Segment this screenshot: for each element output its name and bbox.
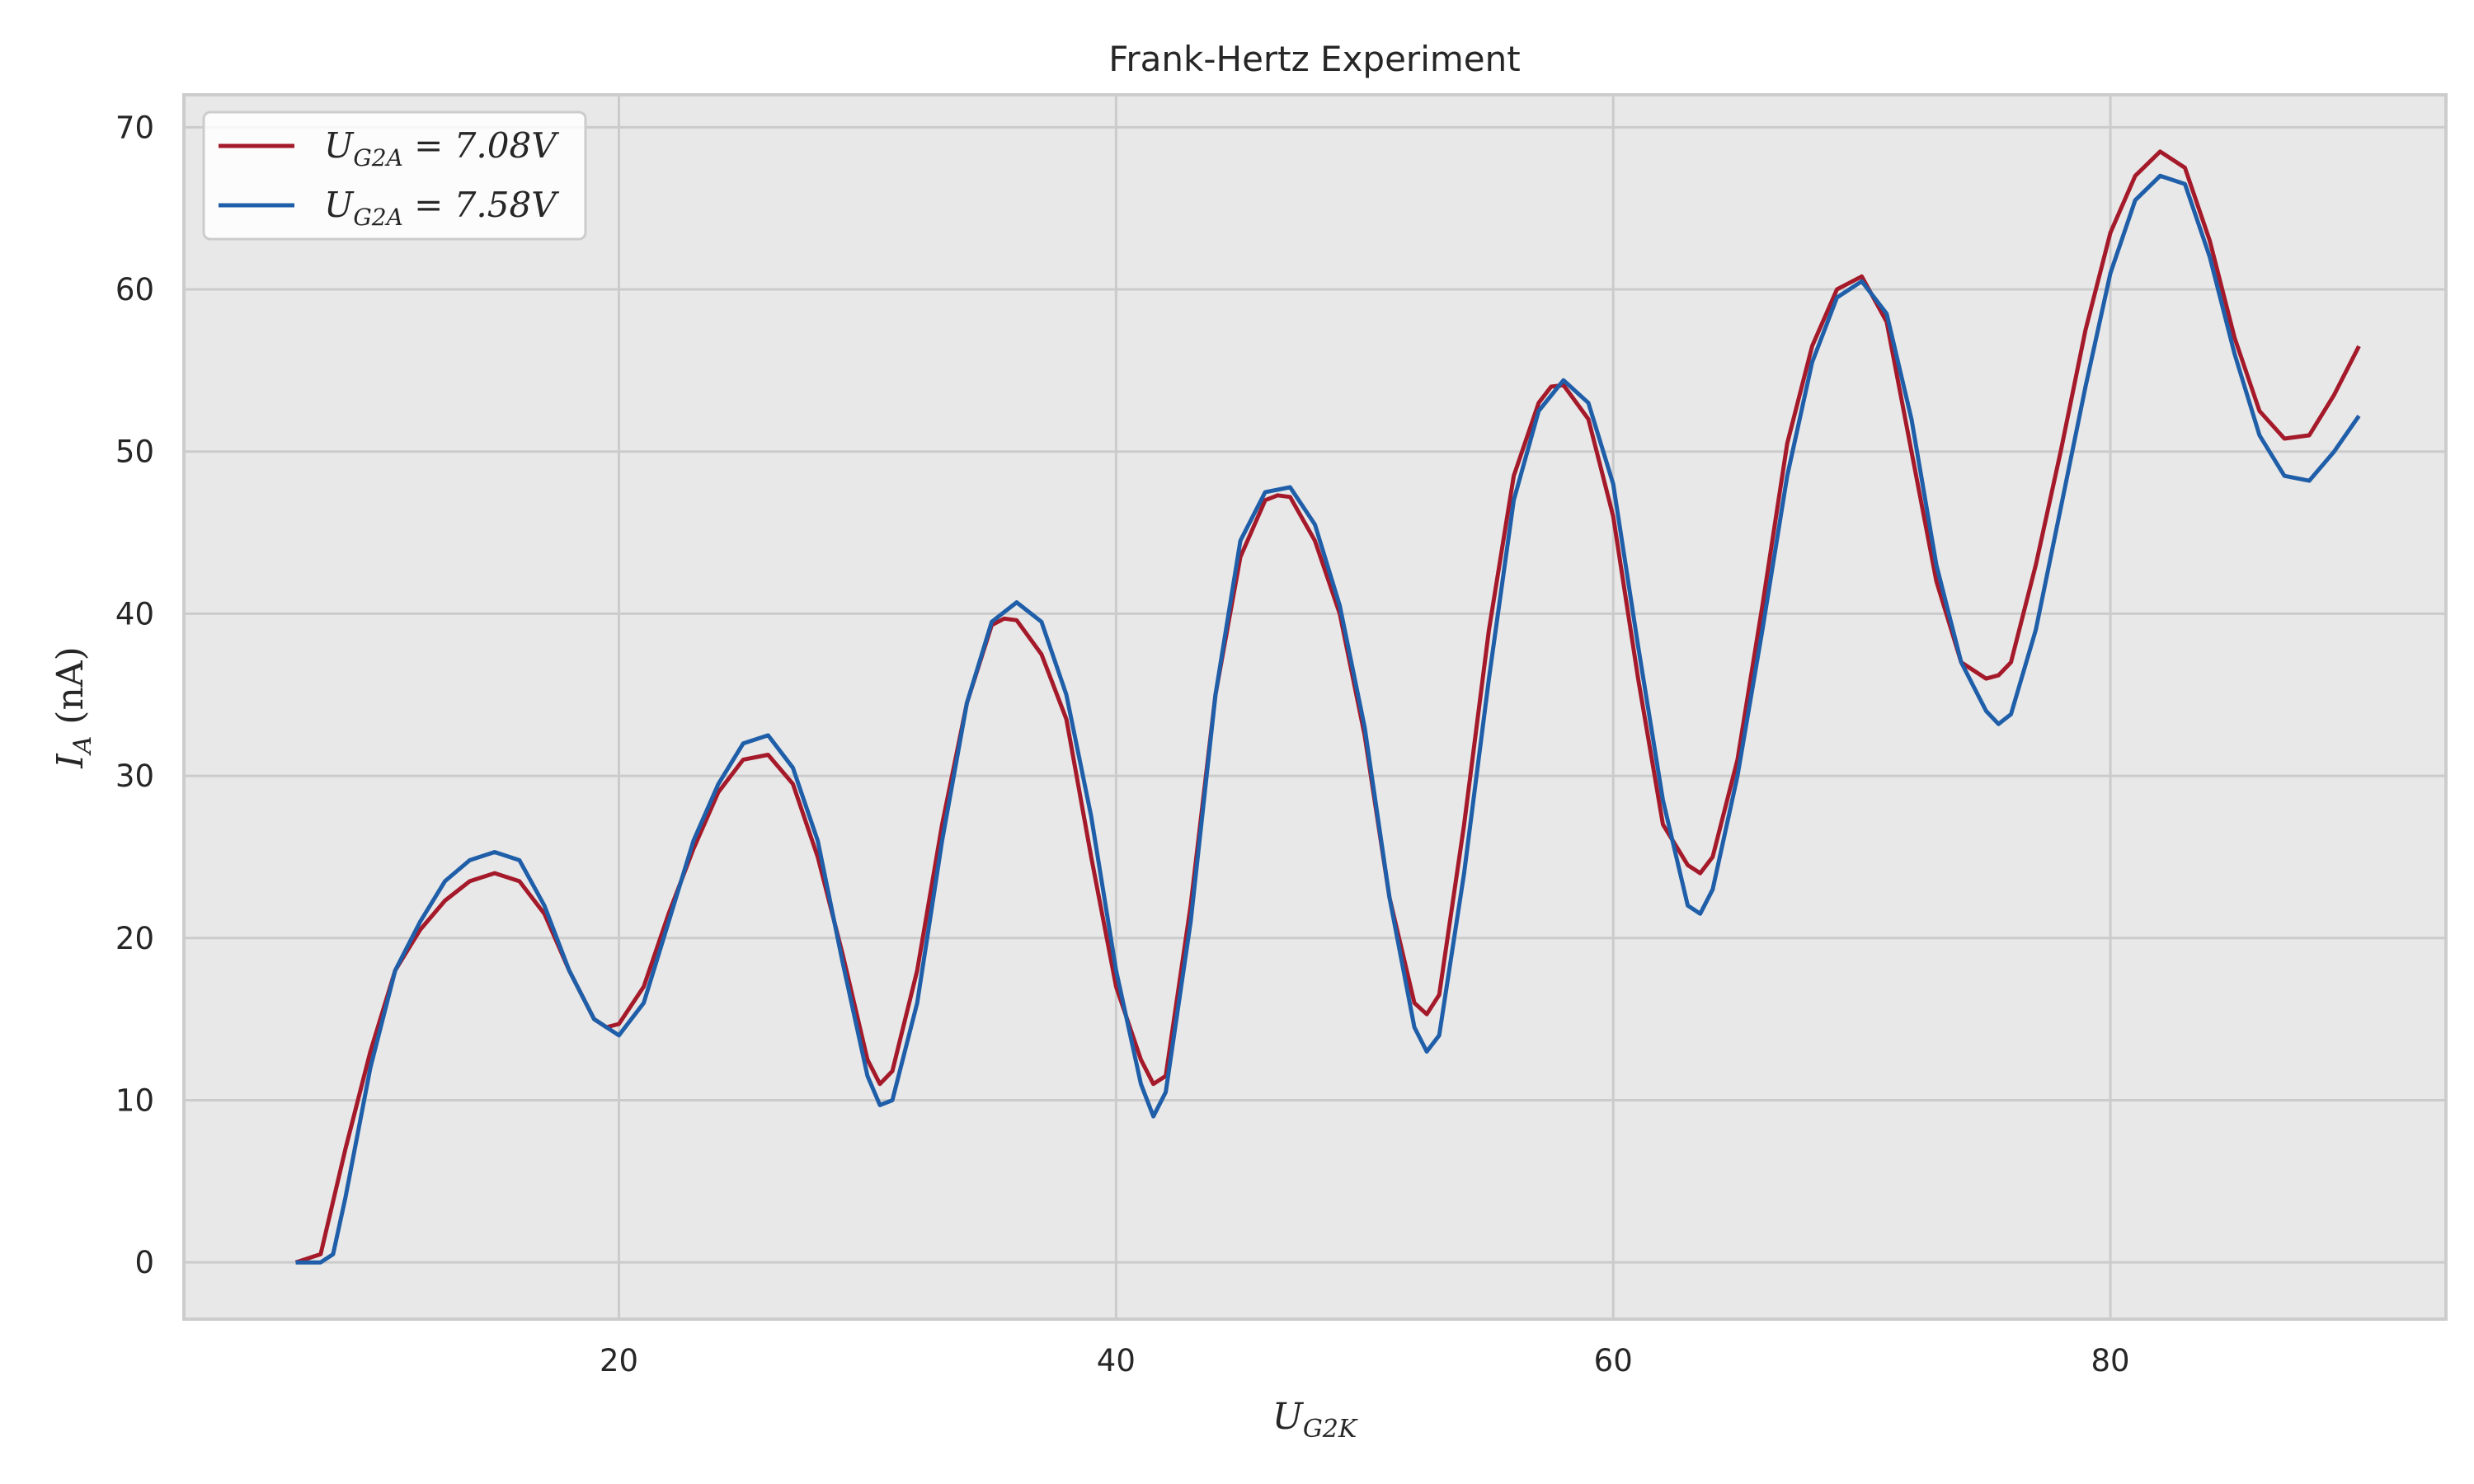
series-line-0 <box>294 149 2361 1265</box>
y-tick-label: 50 <box>115 434 154 470</box>
legend-label-7-08-value: = 7.08V <box>403 125 559 166</box>
y-tick-label: 70 <box>115 110 154 145</box>
legend-label-7-08-sub: G2A <box>353 144 402 171</box>
legend: UG2A = 7.08V UG2A = 7.58V <box>202 110 587 241</box>
x-tick-label: 80 <box>2091 1343 2130 1378</box>
x-tick-label: 40 <box>1097 1343 1136 1378</box>
x-axis-label-base: U <box>1272 1396 1305 1438</box>
y-axis-label-sub: A <box>68 736 97 757</box>
x-tick-label: 20 <box>600 1343 638 1378</box>
y-axis-label-base: I <box>49 753 92 769</box>
y-tick-label: 10 <box>115 1082 154 1118</box>
legend-label-7-58-value: = 7.58V <box>403 185 559 225</box>
y-tick-label: 60 <box>115 272 154 308</box>
series-lines <box>294 149 2361 1265</box>
x-tick-labels: 20 40 60 80 <box>600 1343 2130 1378</box>
legend-label-7-08: UG2A = 7.08V <box>324 125 559 171</box>
x-axis-label-sub: G2K <box>1303 1415 1358 1444</box>
series-line-1 <box>295 173 2361 1265</box>
y-tick-label: 0 <box>134 1245 154 1280</box>
y-axis-label-unit: (nA) <box>49 646 92 735</box>
y-tick-label: 20 <box>115 921 154 956</box>
y-tick-labels: 0 10 20 30 40 50 60 70 <box>115 110 154 1280</box>
chart-title: Frank-Hertz Experiment <box>1108 39 1520 79</box>
x-tick-label: 60 <box>1594 1343 1633 1378</box>
y-axis-label: IA (nA) <box>49 646 97 769</box>
x-axis-label: UG2K <box>1272 1396 1358 1444</box>
legend-label-7-58: UG2A = 7.58V <box>324 185 559 231</box>
legend-label-7-08-base: U <box>324 125 355 166</box>
y-tick-label: 30 <box>115 758 154 794</box>
y-tick-label: 40 <box>115 596 154 632</box>
legend-label-7-58-sub: G2A <box>353 204 402 231</box>
legend-label-7-58-base: U <box>324 185 355 225</box>
legend-box <box>202 110 587 241</box>
plot-area <box>182 93 2448 1321</box>
grid-lines <box>184 95 2446 1319</box>
